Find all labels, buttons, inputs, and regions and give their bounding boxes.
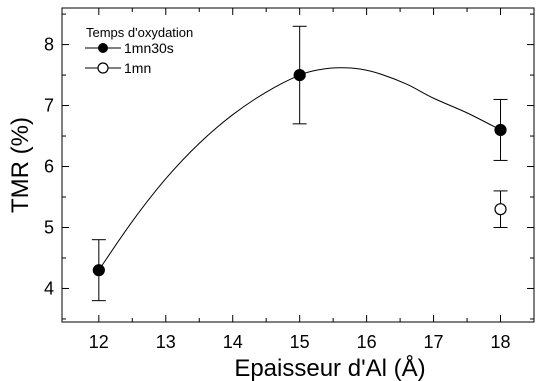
x-tick-label-12: 12	[89, 332, 109, 352]
x-tick-label-18: 18	[491, 332, 511, 352]
x-tick-label-14: 14	[223, 332, 243, 352]
legend-label-1mn: 1mn	[124, 60, 151, 76]
y-tick-label-4: 4	[44, 278, 54, 298]
y-axis-title: TMR (%)	[7, 117, 34, 213]
error-bars	[91, 25, 508, 302]
y-tick-label-6: 6	[44, 157, 54, 177]
y-tick-label-7: 7	[44, 96, 54, 116]
plot-frame	[61, 7, 535, 323]
point-1mn30s-12	[92, 264, 105, 277]
legend-title: Temps d'oxydation	[86, 25, 193, 40]
axis-tick-labels: 12 13 14 15 16 17 18 4 5 6 7 8	[44, 35, 511, 352]
point-1mn-18	[494, 203, 507, 216]
point-1mn30s-15	[293, 68, 306, 82]
x-tick-label-13: 13	[156, 332, 176, 352]
point-1mn30s-18	[494, 123, 507, 137]
x-tick-label-16: 16	[357, 332, 377, 352]
data-points	[92, 68, 507, 277]
legend-marker-1mn30s	[98, 43, 108, 53]
y-tick-label-5: 5	[44, 217, 54, 237]
x-axis-title: Epaisseur d'Al (Å)	[234, 354, 425, 381]
fit-curve	[98, 67, 501, 271]
legend-label-1mn30s: 1mn30s	[124, 40, 174, 56]
legend-marker-1mn	[97, 62, 109, 74]
y-tick-label-8: 8	[44, 35, 54, 55]
x-tick-label-15: 15	[290, 332, 310, 352]
axis-ticks	[62, 8, 534, 322]
x-tick-label-17: 17	[424, 332, 444, 352]
legend: Temps d'oxydation 1mn30s 1mn	[85, 25, 193, 76]
